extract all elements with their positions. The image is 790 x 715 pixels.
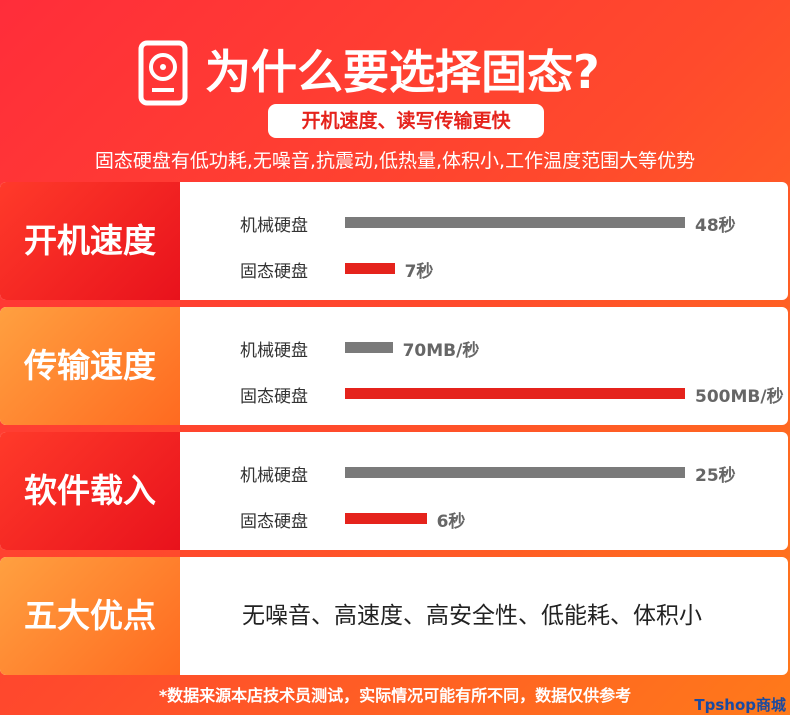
category-label: 固态硬盘 xyxy=(240,512,308,532)
title: 为什么要选择固态? xyxy=(205,45,600,99)
section-card: 传输速度 机械硬盘 70MB/秒固态硬盘 500MB/秒 xyxy=(0,307,788,425)
value-label: 70MB/秒 xyxy=(402,341,480,361)
advantages: 无噪音、高速度、高安全性、低能耗、体积小 xyxy=(242,603,702,629)
bar xyxy=(345,513,427,524)
bar xyxy=(345,342,393,353)
watermark: Tpshop商城 xyxy=(694,696,786,714)
category-label: 固态硬盘 xyxy=(240,387,308,407)
section-label: 传输速度 xyxy=(0,307,180,425)
section-label: 开机速度 xyxy=(0,182,180,300)
ssd-icon xyxy=(138,40,188,106)
category-label: 机械硬盘 xyxy=(240,466,308,486)
footer-note: *数据来源本店技术员测试，实际情况可能有所不同，数据仅供参考 xyxy=(158,686,632,705)
section-label: 软件载入 xyxy=(0,432,180,550)
value-label: 6秒 xyxy=(436,512,466,532)
bar xyxy=(345,388,685,399)
category-label: 机械硬盘 xyxy=(240,341,308,361)
value-label: 25秒 xyxy=(695,466,736,486)
section-card: 开机速度 机械硬盘 48秒固态硬盘 7秒 xyxy=(0,182,788,300)
bar xyxy=(345,467,685,478)
value-label: 48秒 xyxy=(695,216,736,236)
badge: 开机速度、读写传输更快 xyxy=(268,104,544,138)
subtitle: 固态硬盘有低功耗,无噪音,抗震动,低热量,体积小,工作温度范围大等优势 xyxy=(94,150,696,172)
category-label: 固态硬盘 xyxy=(240,262,308,282)
section-label: 五大优点 xyxy=(0,557,180,675)
value-label: 7秒 xyxy=(404,262,434,282)
section-card: 五大优点 无噪音、高速度、高安全性、低能耗、体积小 xyxy=(0,557,788,675)
section-card: 软件载入 机械硬盘 25秒固态硬盘 6秒 xyxy=(0,432,788,550)
value-label: 500MB/秒 xyxy=(695,387,784,407)
bar xyxy=(345,263,395,274)
bar xyxy=(345,217,685,228)
category-label: 机械硬盘 xyxy=(240,216,308,236)
